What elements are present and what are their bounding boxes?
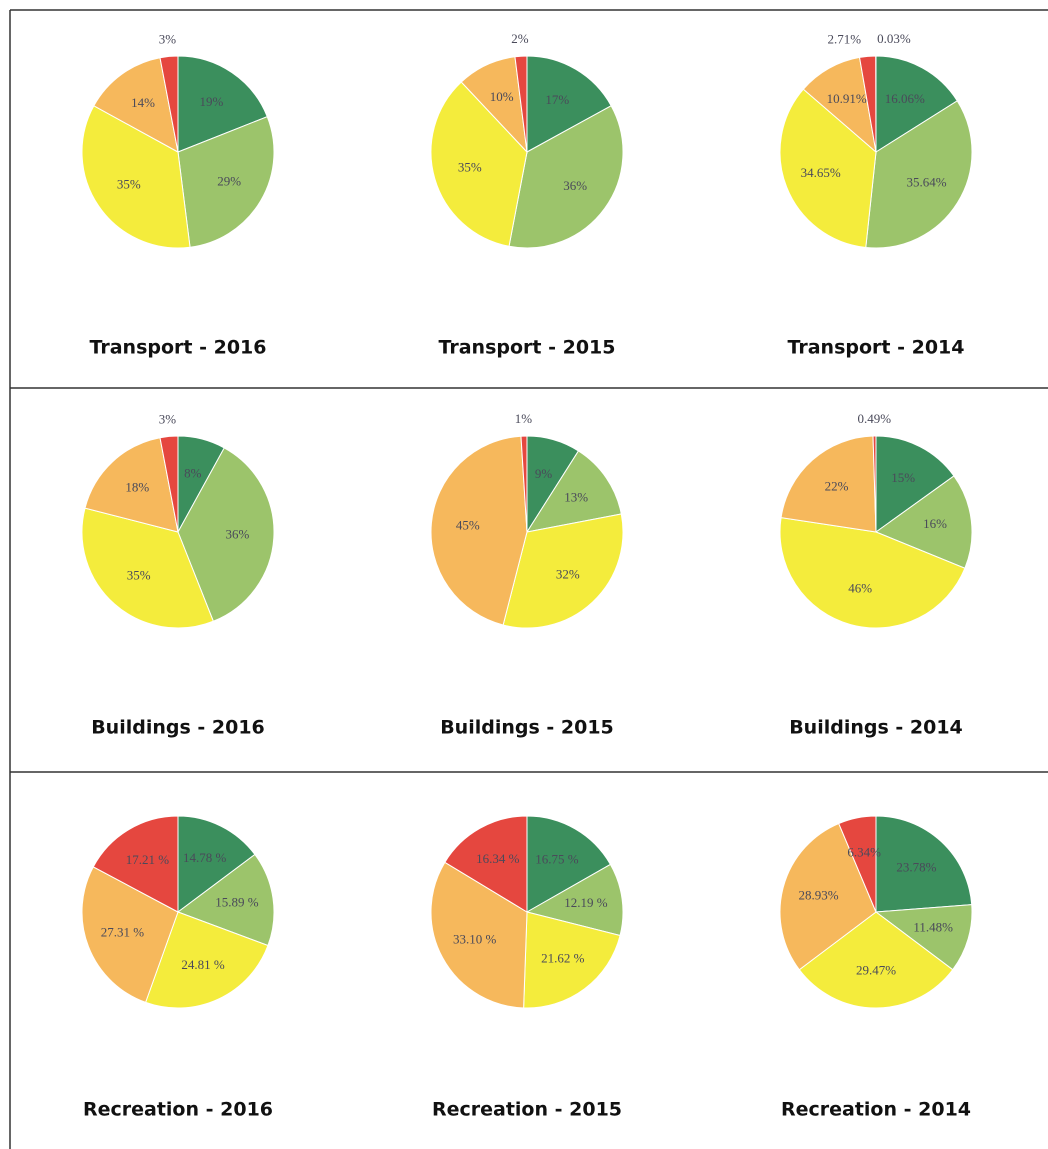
data-label: 3% (159, 31, 177, 46)
pie-slice (430, 81, 528, 247)
data-label: 11.48% (913, 920, 953, 935)
data-label: 14.78 % (183, 850, 227, 865)
chart-title: Recreation - 2014 (781, 1099, 971, 1121)
data-label: 6.34% (847, 845, 881, 860)
pie-slice (177, 447, 275, 622)
data-label: 34.65% (801, 165, 841, 180)
pie-slice (159, 55, 179, 153)
data-label: 21.62 % (541, 951, 585, 966)
data-label: 9% (535, 466, 553, 481)
data-label: 24.81 % (181, 957, 225, 972)
pie-slice (838, 815, 877, 913)
pie-slice (874, 904, 973, 971)
pie-slice (177, 55, 268, 153)
pie-slice (177, 116, 275, 248)
data-label: 17% (545, 92, 569, 107)
data-label: 45% (456, 517, 480, 532)
chart-title: Buildings - 2016 (91, 717, 265, 739)
pie-slice (84, 437, 179, 533)
pie-slice (802, 56, 877, 154)
data-label: 17.21 % (126, 852, 170, 867)
data-label: 16.75 % (535, 852, 579, 867)
chart-title: Transport - 2014 (787, 337, 964, 359)
pie-slice (430, 861, 528, 1009)
pie-slice (875, 55, 958, 153)
data-label: 29.47% (856, 963, 896, 978)
data-label: 46% (848, 580, 872, 595)
pie-slice (523, 911, 621, 1009)
data-label: 28.93% (798, 887, 838, 902)
data-label: 19% (200, 94, 224, 109)
pie-slice (875, 815, 973, 913)
data-label: 29% (217, 173, 241, 188)
pie-slice (525, 450, 622, 533)
data-label: 23.78% (896, 859, 936, 874)
pie-slice (444, 815, 528, 913)
data-label: 13% (564, 490, 588, 505)
data-label: 35% (117, 176, 141, 191)
chart-title: Recreation - 2015 (432, 1099, 622, 1121)
data-label: 0.03% (877, 31, 911, 46)
data-label: 10.91% (827, 91, 867, 106)
pie-slice (93, 57, 179, 153)
pie-slice (526, 55, 612, 153)
pie-slice (526, 815, 612, 913)
data-label: 32% (556, 566, 580, 581)
pie-slice (865, 100, 973, 249)
pie-slice (81, 507, 214, 629)
chart-title: Buildings - 2015 (440, 717, 614, 739)
data-label: 16.34 % (476, 851, 520, 866)
data-label: 12.19 % (564, 895, 608, 910)
data-label: 35.64% (906, 174, 946, 189)
data-label: 16% (923, 516, 947, 531)
data-label: 15% (891, 470, 915, 485)
pie-slice (92, 815, 179, 913)
data-label: 18% (125, 480, 149, 495)
data-label: 36% (225, 527, 249, 542)
data-label: 3% (159, 411, 177, 426)
data-label: 2.71% (827, 31, 861, 46)
data-label: 36% (563, 178, 587, 193)
pie-slice (177, 815, 256, 913)
pie-slice (779, 88, 877, 249)
pie-slice (144, 911, 269, 1009)
data-label: 35% (458, 160, 482, 175)
pie-slice (779, 822, 877, 971)
pie-slice (81, 105, 191, 249)
chart-title: Transport - 2015 (438, 337, 615, 359)
pie-slice (874, 475, 973, 569)
pie-slice (798, 911, 954, 1009)
data-label: 22% (825, 478, 849, 493)
data-label: 14% (131, 95, 155, 110)
data-label: 8% (184, 465, 202, 480)
data-label: 10% (490, 89, 514, 104)
pie-slice (872, 435, 877, 533)
pie-slice (779, 517, 966, 629)
chart-title: Transport - 2016 (89, 337, 266, 359)
chart-title: Recreation - 2016 (83, 1099, 273, 1121)
pie-slice (430, 435, 528, 626)
pie-slice (159, 435, 179, 533)
pie-slice (780, 435, 877, 533)
data-label: 35% (127, 568, 151, 583)
data-label: 1% (515, 411, 533, 426)
pie-slice (520, 435, 528, 533)
pie-slice (81, 866, 179, 1004)
data-label: 15.89 % (215, 895, 259, 910)
pie-slice (176, 853, 275, 947)
pie-slice (875, 435, 955, 533)
data-label: 33.10 % (453, 931, 497, 946)
data-label: 16.06% (885, 91, 925, 106)
pie-slice (502, 513, 624, 629)
pie-slice (514, 55, 528, 153)
pie-slice (508, 105, 624, 249)
data-label: 2% (511, 31, 529, 46)
chart-title: Buildings - 2014 (789, 717, 963, 739)
data-label: 0.49% (857, 411, 891, 426)
data-label: 27.31 % (101, 924, 145, 939)
